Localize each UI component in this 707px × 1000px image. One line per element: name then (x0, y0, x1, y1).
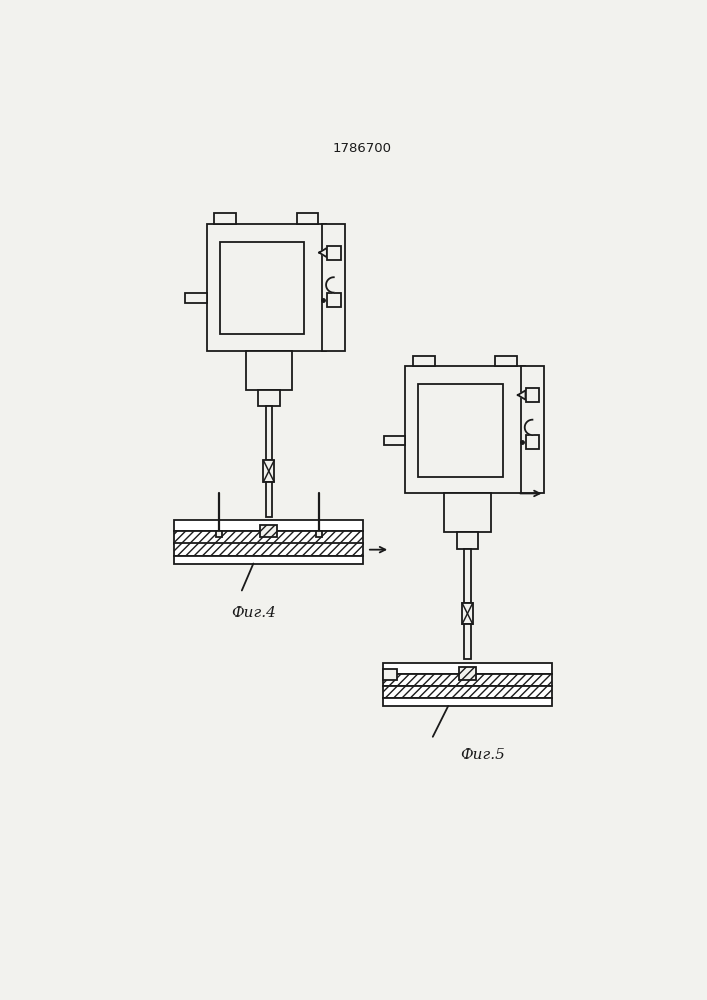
Text: Фиг.4: Фиг.4 (231, 606, 276, 620)
Bar (405, 366, 525, 493)
Bar (382, 686, 552, 698)
Bar (382, 674, 552, 686)
Bar (266, 406, 272, 460)
Bar (464, 624, 471, 659)
Bar (258, 389, 279, 406)
Bar (216, 531, 222, 537)
Bar (462, 603, 473, 624)
Bar (464, 549, 471, 603)
Polygon shape (525, 420, 532, 435)
Bar (220, 242, 304, 334)
Bar (246, 351, 292, 389)
Bar (206, 224, 326, 351)
Bar (496, 356, 517, 366)
Bar (327, 293, 341, 307)
Bar (214, 213, 236, 224)
Bar (444, 493, 491, 532)
Bar (382, 663, 552, 674)
Bar (175, 556, 363, 564)
Bar (525, 435, 539, 449)
Polygon shape (518, 390, 525, 400)
Text: Фиг.5: Фиг.5 (460, 748, 506, 762)
Bar (384, 436, 405, 445)
Bar (264, 460, 274, 482)
Bar (322, 224, 345, 351)
Bar (413, 356, 435, 366)
Bar (175, 531, 363, 544)
Bar (525, 388, 539, 402)
Polygon shape (319, 248, 327, 257)
Bar (382, 669, 397, 680)
Bar (419, 384, 503, 477)
Polygon shape (326, 277, 334, 293)
Bar (297, 213, 318, 224)
Bar (521, 366, 544, 493)
Bar (260, 525, 277, 537)
Bar (266, 482, 272, 517)
Bar (185, 293, 206, 303)
Bar (382, 698, 552, 706)
Bar (175, 520, 363, 531)
Bar (175, 544, 363, 556)
Bar (459, 667, 476, 680)
Text: 1786700: 1786700 (332, 142, 392, 155)
Bar (316, 531, 322, 537)
Bar (327, 246, 341, 260)
Bar (457, 532, 478, 549)
